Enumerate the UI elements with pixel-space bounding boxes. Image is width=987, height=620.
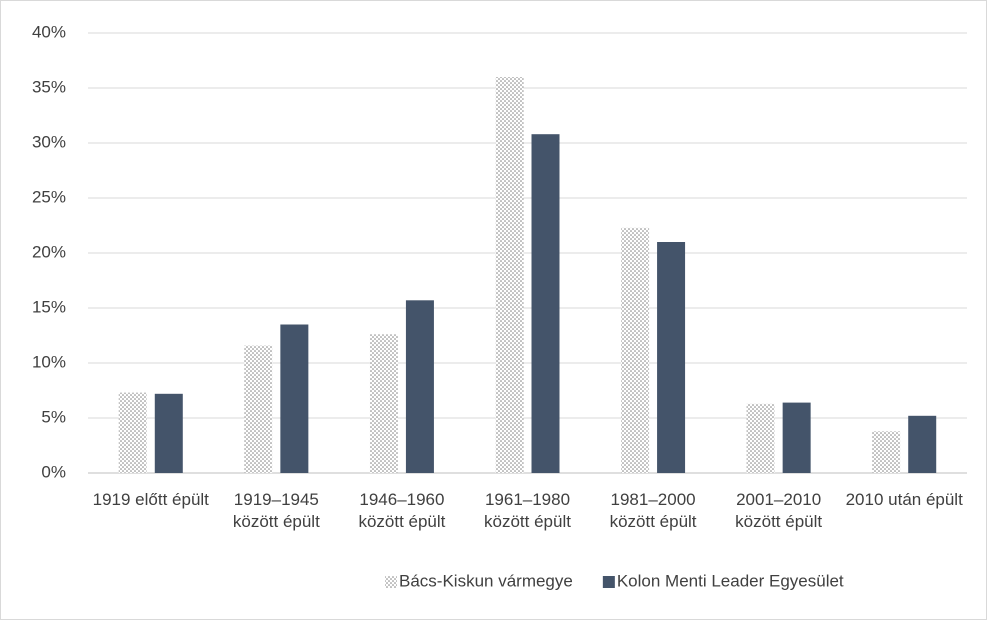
bar: [244, 345, 273, 473]
legend-label: Bács-Kiskun vármegye: [399, 571, 573, 590]
y-tick-label: 25%: [32, 187, 66, 206]
bar: [872, 431, 901, 473]
bar: [405, 300, 434, 473]
bar: [621, 227, 650, 473]
y-tick-label: 10%: [32, 352, 66, 371]
y-tick-label: 30%: [32, 132, 66, 151]
bar: [782, 402, 811, 473]
bar: [908, 415, 937, 473]
y-tick-label: 40%: [32, 22, 66, 41]
x-tick-label: 1919–1945 között épült: [232, 490, 320, 531]
bar: [657, 242, 686, 473]
x-tick-label: 1961–1980 között épült: [484, 490, 571, 531]
y-tick-label: 0%: [41, 462, 66, 481]
bar: [369, 334, 398, 473]
bar: [154, 393, 183, 473]
y-tick-label: 35%: [32, 77, 66, 96]
x-tick-label: 1946–1960 között épült: [358, 490, 446, 531]
x-tick-label: 1981–2000 között épült: [609, 490, 697, 531]
y-tick-label: 15%: [32, 297, 66, 316]
bar: [495, 77, 524, 473]
x-tick-label: 2010 után épült: [845, 490, 963, 509]
legend-swatch: [385, 576, 397, 588]
bar: [280, 324, 309, 473]
legend-swatch: [602, 576, 615, 588]
y-tick-label: 20%: [32, 242, 66, 261]
x-tick-label: 2001–2010 között épült: [735, 490, 823, 531]
y-tick-label: 5%: [41, 407, 66, 426]
bar: [118, 392, 147, 473]
bar: [531, 134, 560, 473]
x-tick-label: 1919 előtt épült: [92, 490, 209, 509]
legend-label: Kolon Menti Leader Egyesület: [617, 571, 844, 590]
bar: [746, 403, 775, 473]
